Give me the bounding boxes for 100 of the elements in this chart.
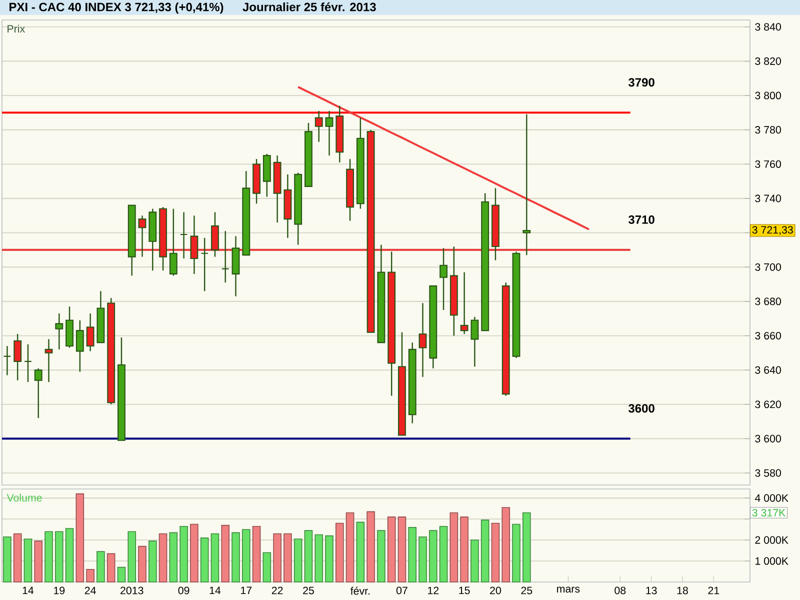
bar [138,546,146,582]
bar [24,538,32,582]
x-tick-label: 12 [428,586,439,594]
candlestick [418,302,427,378]
bar [294,538,302,582]
candlestick [470,316,479,368]
candlestick [522,114,531,256]
x-tick-label: 25 [521,586,532,594]
bar [106,553,116,582]
bar [377,530,386,582]
bar [418,536,427,582]
bar [190,524,198,582]
bar [336,522,344,582]
y-tick-label: 3 760 [755,160,781,168]
x-tick-label: 15 [459,586,470,594]
x-tick-label: févr. [350,586,370,595]
bar [128,531,136,582]
bar [480,520,490,582]
candlestick [14,333,22,381]
x-tick-label: 07 [396,586,408,594]
candlestick [440,248,448,311]
bar [346,512,354,582]
bar [512,524,520,582]
y-tick-label: 3 640 [755,366,781,374]
bar [232,532,240,582]
bar [387,516,396,582]
bar [148,540,157,582]
y-tick-label: 3 680 [755,298,781,306]
bar [44,531,53,582]
x-tick-label: 24 [84,586,96,594]
candlestick [325,110,334,156]
candlestick [34,368,42,419]
candlestick [169,208,178,276]
x-tick-label: 20 [490,586,501,594]
y-tick-label: 3 660 [755,332,781,340]
bar [491,522,500,582]
x-tick-label: 17 [241,586,252,594]
bar [3,536,12,582]
candlestick [44,338,53,383]
candlestick [138,215,146,258]
candlestick [200,237,209,292]
bar [408,527,416,582]
candlestick [221,230,230,284]
y-tick-label: 3 740 [755,194,781,202]
y-tick-label: 3 620 [755,400,781,408]
y-tick-label: 3 780 [755,126,781,134]
chart-title: PXI - CAC 40 INDEX 3 721,33 (+0,41%) [10,2,224,14]
candlestick [24,344,32,383]
text: 3 721,33 [752,226,793,235]
bar [450,512,458,582]
bar [13,533,22,582]
bar [158,533,168,582]
y-axis-title: Volume [6,494,42,502]
ref-line-label: 3600 [628,404,654,413]
bar [242,529,250,582]
x-tick-label: 14 [22,586,34,594]
chart-subtitle: Journalier 25 févr. 2013 [242,2,376,12]
x-tick-label: 21 [708,586,720,594]
bar [210,533,220,582]
bar [262,552,272,582]
bar [429,530,438,582]
bar [76,493,84,582]
candlestick [190,215,198,275]
bar [169,532,178,582]
bar [439,526,448,582]
bar [502,507,510,582]
x-tick-label: 22 [272,586,283,594]
candlestick [180,212,188,260]
x-tick-label: 08 [614,586,626,594]
bar [314,534,323,582]
bar [284,533,292,582]
bar [366,511,375,582]
candlestick [86,312,94,352]
y-tick-label: 3 840 [755,23,781,31]
y-tick-label: 3 600 [755,434,781,442]
bar [304,530,313,582]
bar [252,526,261,582]
y-tick-label: 3 580 [755,469,781,477]
bar [34,540,42,582]
y-tick-label: 3 820 [755,57,781,65]
bar [522,512,531,582]
bar [221,524,230,582]
bar [200,538,209,582]
y-tick-label: 2 000K [755,536,788,544]
candlestick [460,272,468,335]
ref-line-label: 3710 [628,215,654,224]
bar [460,516,468,582]
bar [470,540,479,582]
ref-line-label: 3790 [628,78,654,87]
x-tick-label: 19 [54,586,65,594]
y-tick-label: 3 800 [755,92,781,100]
x-tick-label: 2013 [120,586,144,594]
text: 3 317K [752,508,786,517]
candlestick [55,312,64,350]
y-tick-label: 3 700 [755,263,781,271]
bar [398,516,406,582]
x-tick-label: 25 [303,586,314,594]
x-tick-label: 09 [178,586,190,594]
candlestick [314,110,323,142]
candlestick [3,345,12,376]
